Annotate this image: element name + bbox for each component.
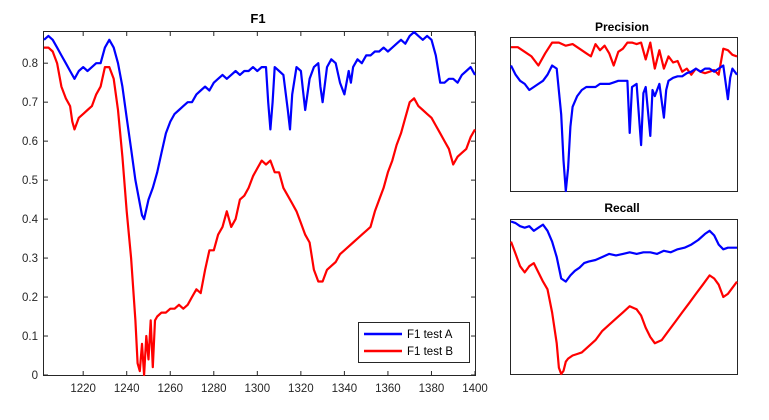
y-tick-label: 0.2: [22, 292, 38, 304]
recall-chart-title: Recall: [604, 201, 639, 215]
legend-label-f1-test-b: F1 test B: [407, 346, 453, 358]
y-tick-label: 0.3: [22, 253, 38, 265]
recall-series-2-line: [509, 241, 738, 376]
y-tick-label: 0.1: [22, 331, 38, 343]
y-tick-label: 0: [32, 370, 38, 382]
x-tick-label: 1240: [114, 383, 140, 395]
precision-series-2-line: [510, 64, 738, 193]
recall-series-lines: [509, 220, 738, 376]
f1-axis-ticks: 1220 1240 1260 1280 1300 1320 1340 1360 1380 1400…: [22, 32, 488, 395]
x-tick-label: 1300: [245, 383, 271, 395]
x-tick-label: 1400: [462, 383, 488, 395]
x-tick-label: 1340: [332, 383, 358, 395]
precision-chart-title: Precision: [595, 20, 649, 34]
legend-label-f1-test-a: F1 test A: [407, 329, 453, 341]
recall-plot-area: [510, 219, 738, 375]
f1-chart: F1 1220 1240 1260 1280 1300 1320 1340 1360 1380 1…: [22, 11, 488, 395]
x-tick-label: 1220: [70, 383, 96, 395]
f1-series-lines: [43, 30, 476, 377]
f1-chart-title: F1: [250, 11, 265, 26]
y-tick-label: 0.7: [22, 97, 38, 109]
y-tick-label: 0.8: [22, 58, 38, 70]
x-tick-label: 1360: [375, 383, 401, 395]
precision-plot-area: [510, 37, 738, 192]
y-tick-label: 0.5: [22, 175, 38, 187]
y-tick-label: 0.4: [22, 214, 39, 226]
f1-test-b-line: [44, 46, 476, 377]
x-tick-label: 1260: [157, 383, 183, 395]
precision-series-lines: [510, 41, 738, 193]
legend: F1 test A F1 test B: [358, 322, 470, 363]
f1-test-a-line: [43, 30, 476, 221]
legend-box: [358, 322, 470, 363]
x-tick-label: 1280: [201, 383, 227, 395]
x-tick-label: 1380: [419, 383, 445, 395]
precision-series-1-line: [511, 41, 738, 76]
recall-chart: Recall: [509, 201, 738, 376]
x-tick-label: 1320: [288, 383, 314, 395]
precision-chart: Precision: [510, 20, 738, 193]
y-tick-label: 0.6: [22, 136, 38, 148]
recall-series-1-line: [510, 220, 737, 283]
